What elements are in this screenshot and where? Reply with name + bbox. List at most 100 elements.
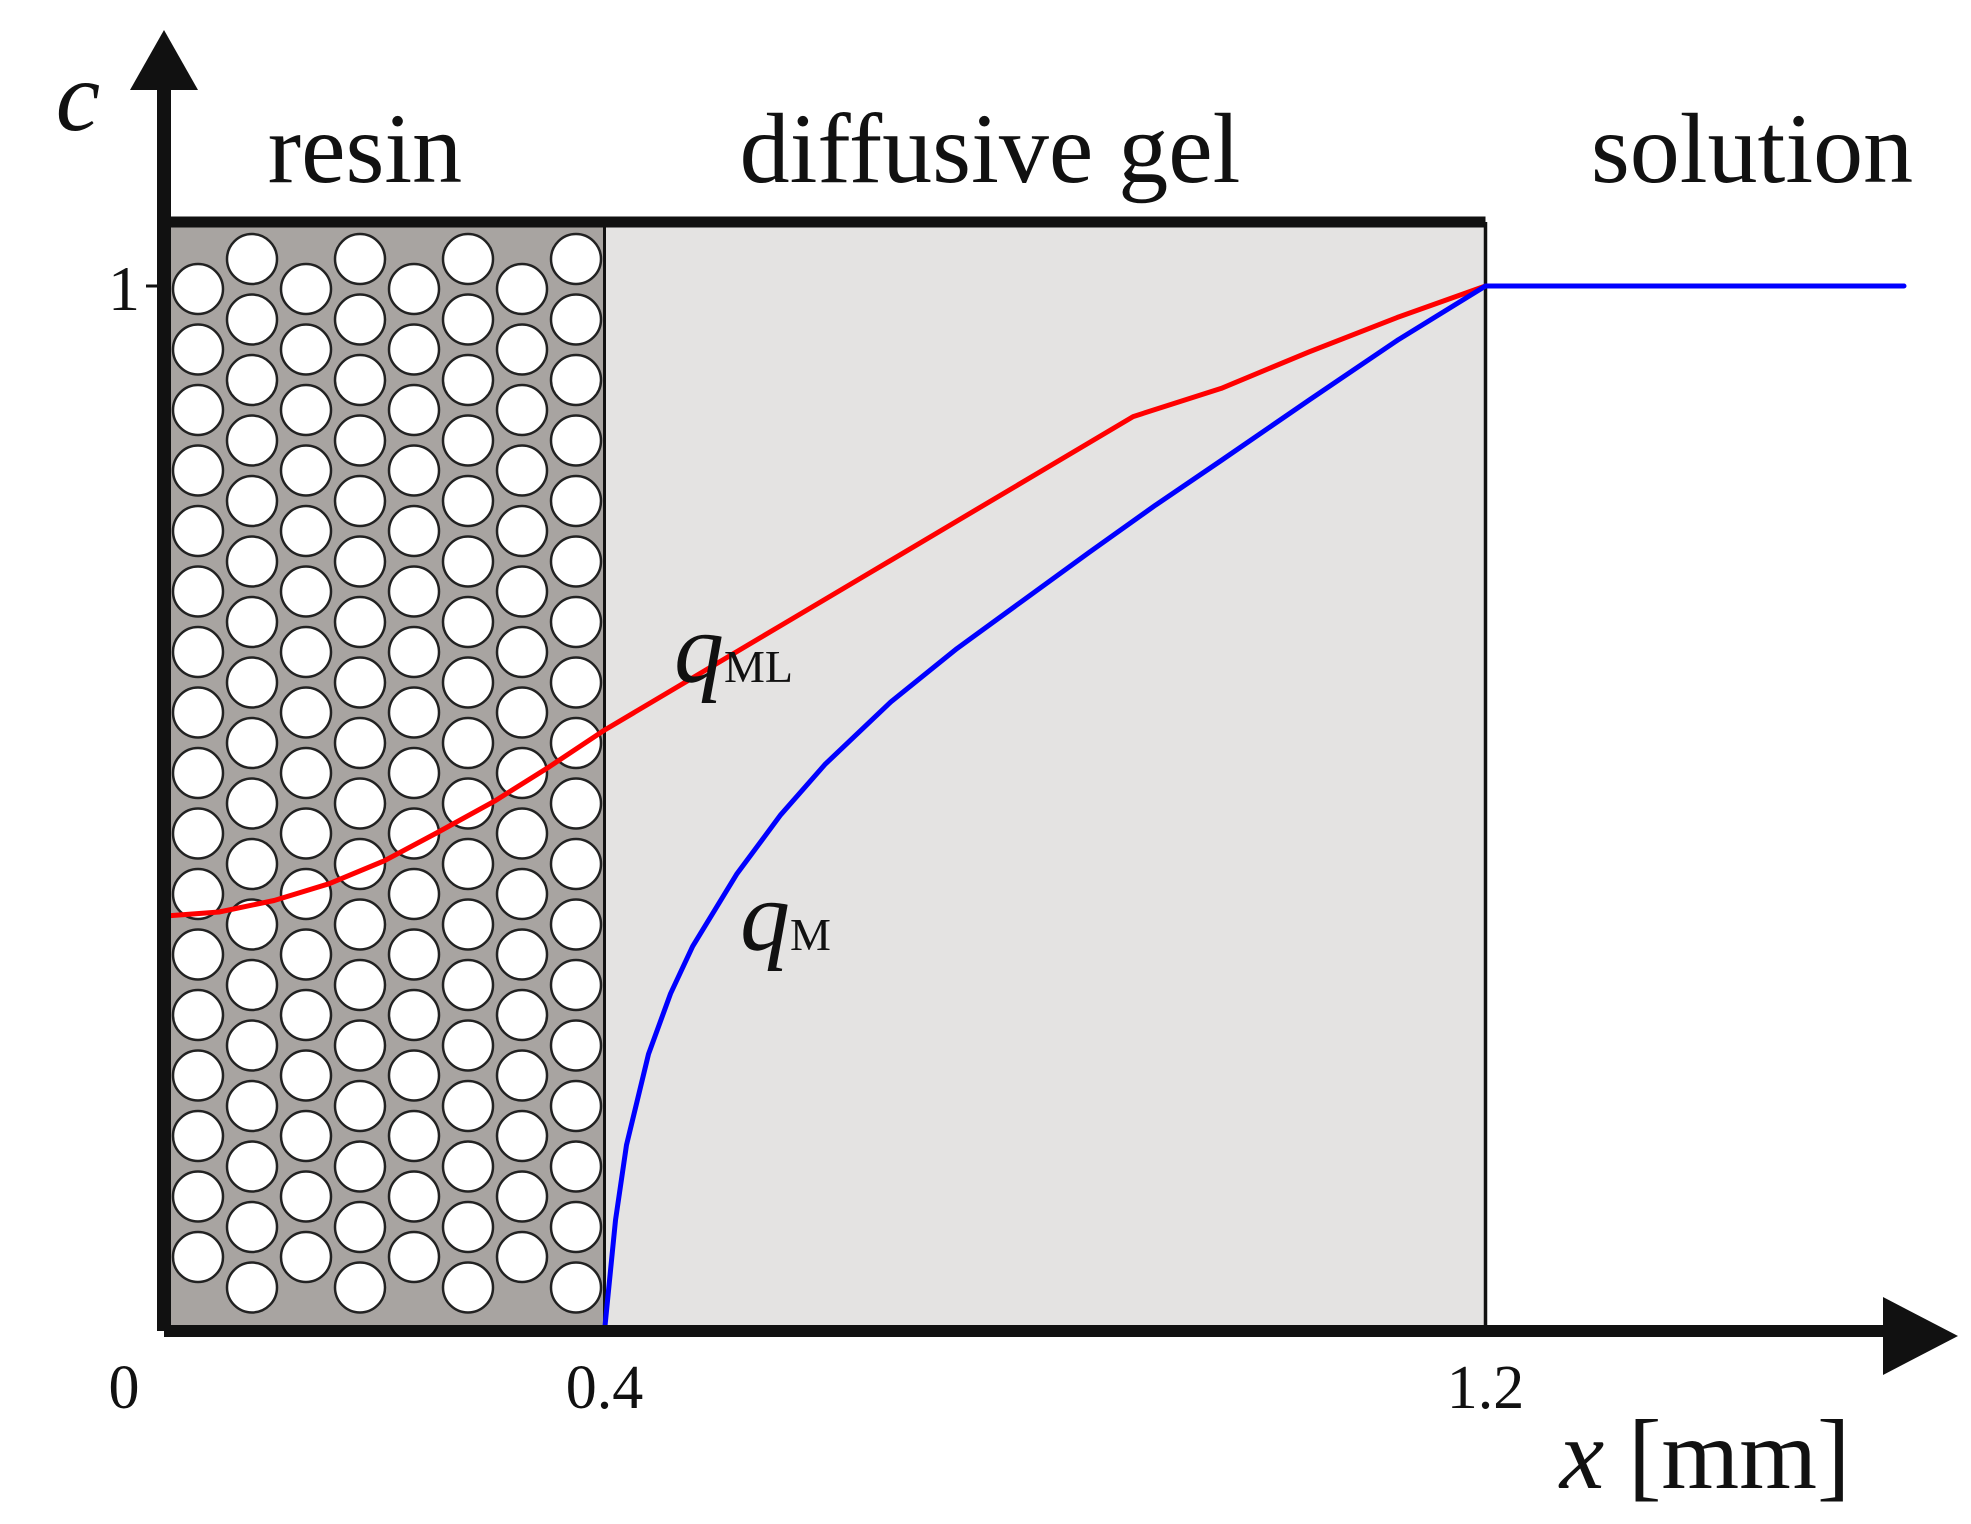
resin-bead [225, 1140, 279, 1193]
resin-bead [225, 414, 279, 467]
curve-label-main: q [740, 861, 790, 972]
resin-bead [549, 1019, 603, 1072]
resin-bead [225, 293, 279, 346]
resin-bead [495, 625, 549, 679]
resin-bead [333, 1140, 387, 1193]
resin-bead [171, 1049, 225, 1102]
resin-bead [279, 383, 333, 437]
resin-bead [387, 504, 441, 558]
resin-bead [549, 535, 603, 588]
resin-bead [333, 716, 387, 770]
resin-bead [333, 1079, 387, 1133]
resin-bead [441, 232, 495, 286]
resin-bead [279, 565, 333, 618]
resin-bead [387, 323, 441, 376]
resin-bead [333, 474, 387, 528]
resin-bead [171, 504, 225, 558]
resin-bead [549, 1261, 603, 1314]
resin-bead [279, 686, 333, 739]
resin-bead [495, 1049, 549, 1102]
resin-bead [279, 1049, 333, 1102]
curve-label-main: q [674, 593, 724, 704]
resin-bead [279, 1170, 333, 1223]
resin-bead [225, 1261, 279, 1314]
resin-bead [387, 565, 441, 618]
resin-bead [333, 535, 387, 588]
resin-bead [549, 353, 603, 407]
resin-bead [387, 1230, 441, 1284]
diffusive-gel-region [604, 222, 1486, 1331]
resin-bead [279, 1230, 333, 1284]
resin-bead [387, 383, 441, 437]
resin-bead [495, 928, 549, 981]
resin-bead [441, 1079, 495, 1133]
resin-bead [441, 1200, 495, 1254]
resin-bead [171, 1170, 225, 1223]
resin-bead [171, 1109, 225, 1163]
resin-bead [171, 867, 225, 921]
curves-layer [161, 283, 1907, 1334]
resin-bead [171, 928, 225, 981]
curve-q-ml [161, 283, 1488, 919]
resin-bead [549, 474, 603, 528]
resin-bead [387, 262, 441, 316]
resin-bead [387, 746, 441, 800]
resin-bead [495, 988, 549, 1042]
resin-beads [171, 232, 603, 1314]
resin-bead [225, 232, 279, 286]
resin-bead [225, 716, 279, 770]
resin-bead [549, 656, 603, 709]
x-tick-label: 0.4 [566, 1354, 644, 1422]
resin-bead [171, 565, 225, 618]
resin-bead [279, 928, 333, 981]
resin-bead [333, 595, 387, 649]
resin-bead [333, 656, 387, 709]
curve-q-m [602, 283, 1907, 1334]
resin-bead [441, 837, 495, 891]
resin-bead [333, 958, 387, 1012]
resin-bead [549, 958, 603, 1012]
resin-bead [225, 474, 279, 528]
resin-bead [225, 777, 279, 830]
resin-bead [387, 928, 441, 981]
resin-bead [225, 898, 279, 951]
x-axis-label: x [mm] [1558, 1399, 1851, 1510]
resin-bead [279, 746, 333, 800]
resin-bead [387, 1049, 441, 1102]
resin-bead [225, 656, 279, 709]
region-label-solution: solution [1591, 93, 1913, 204]
resin-bead [333, 414, 387, 467]
y-axis-label: c [56, 41, 100, 152]
resin-bead [441, 595, 495, 649]
resin-bead [171, 988, 225, 1042]
resin-bead [441, 1140, 495, 1193]
region-frame [164, 216, 1488, 1331]
resin-bead [549, 1200, 603, 1254]
resin-bead [279, 262, 333, 316]
x-tick-label: 1.2 [1447, 1354, 1525, 1422]
resin-bead [387, 686, 441, 739]
resin-bead [549, 837, 603, 891]
resin-bead [495, 444, 549, 497]
resin-bead [495, 383, 549, 437]
curve-label-q-m: qM [740, 861, 831, 972]
resin-bead [279, 807, 333, 860]
resin-bead [549, 1140, 603, 1193]
resin-bead [279, 1109, 333, 1163]
resin-bead [495, 1230, 549, 1284]
resin-bead [441, 656, 495, 709]
resin-bead [333, 1200, 387, 1254]
resin-bead [333, 353, 387, 407]
resin-bead [171, 444, 225, 497]
y-axis-arrow [130, 30, 198, 90]
resin-bead [279, 625, 333, 679]
resin-bead [171, 383, 225, 437]
resin-bead [225, 837, 279, 891]
resin-bead [333, 1261, 387, 1314]
resin-bead [495, 1170, 549, 1223]
resin-bead [279, 988, 333, 1042]
resin-bead [441, 535, 495, 588]
resin-bead [495, 1109, 549, 1163]
curve-label-subscript: M [790, 909, 831, 960]
